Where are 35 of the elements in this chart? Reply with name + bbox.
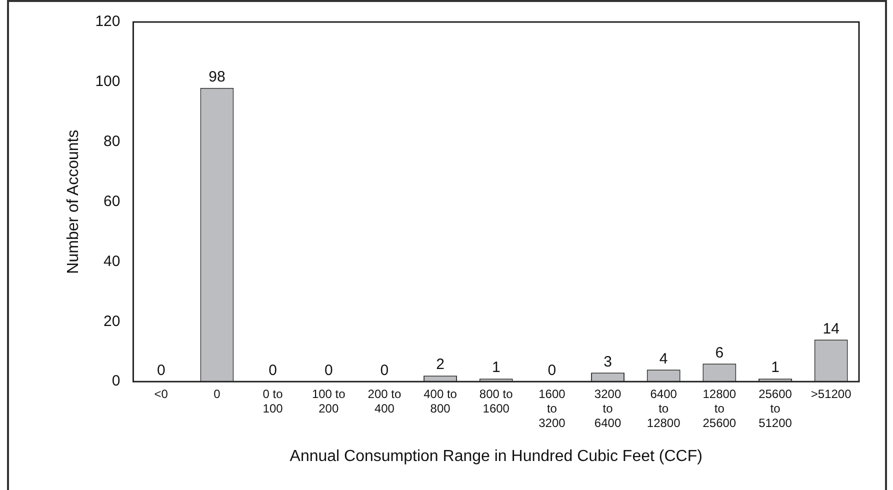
y-tick-label: 120 bbox=[95, 13, 120, 30]
x-tick-label: <0 bbox=[154, 387, 168, 402]
data-label: 4 bbox=[659, 350, 668, 368]
x-tick-label: 6400 to 12800 bbox=[646, 387, 681, 430]
x-tick-label: 12800 to 25600 bbox=[702, 387, 736, 430]
x-tick-label: 0 bbox=[214, 387, 221, 402]
y-axis-title: Number of Accounts bbox=[65, 130, 82, 274]
data-label: 0 bbox=[268, 362, 277, 380]
x-tick-label: 400 to 800 bbox=[424, 387, 458, 416]
x-tick-label: 100 to 200 bbox=[312, 387, 346, 416]
data-label: 98 bbox=[208, 68, 226, 86]
data-label: 2 bbox=[436, 356, 444, 374]
data-label: 0 bbox=[380, 362, 389, 380]
data-label: 0 bbox=[156, 362, 166, 380]
data-label: 3 bbox=[604, 353, 612, 370]
y-tick-label: 60 bbox=[104, 192, 120, 210]
x-tick-label: 0 to 100 bbox=[262, 387, 284, 416]
data-label: 1 bbox=[492, 359, 500, 376]
x-axis-title: Annual Consumption Range in Hundred Cubic Feet (CCF) bbox=[290, 448, 702, 465]
x-tick-label: 3200 to 6400 bbox=[594, 387, 622, 430]
x-tick-label: >51200 bbox=[810, 387, 852, 402]
y-tick-label: 80 bbox=[104, 133, 120, 150]
data-label: 6 bbox=[715, 344, 724, 362]
data-label: 1 bbox=[771, 359, 780, 376]
y-tick-label: 0 bbox=[112, 372, 120, 390]
data-label: 0 bbox=[548, 362, 556, 380]
data-label: 0 bbox=[324, 362, 333, 380]
x-tick-label: 1600 to 3200 bbox=[538, 387, 566, 430]
data-label: 14 bbox=[822, 320, 840, 338]
y-tick-label: 100 bbox=[95, 73, 120, 90]
y-tick-label: 40 bbox=[104, 252, 120, 270]
y-tick-label: 20 bbox=[104, 312, 120, 330]
x-tick-label: 200 to 400 bbox=[368, 387, 402, 416]
x-tick-label: 25600 to 51200 bbox=[758, 387, 792, 430]
x-tick-label: 800 to 1600 bbox=[479, 387, 514, 416]
